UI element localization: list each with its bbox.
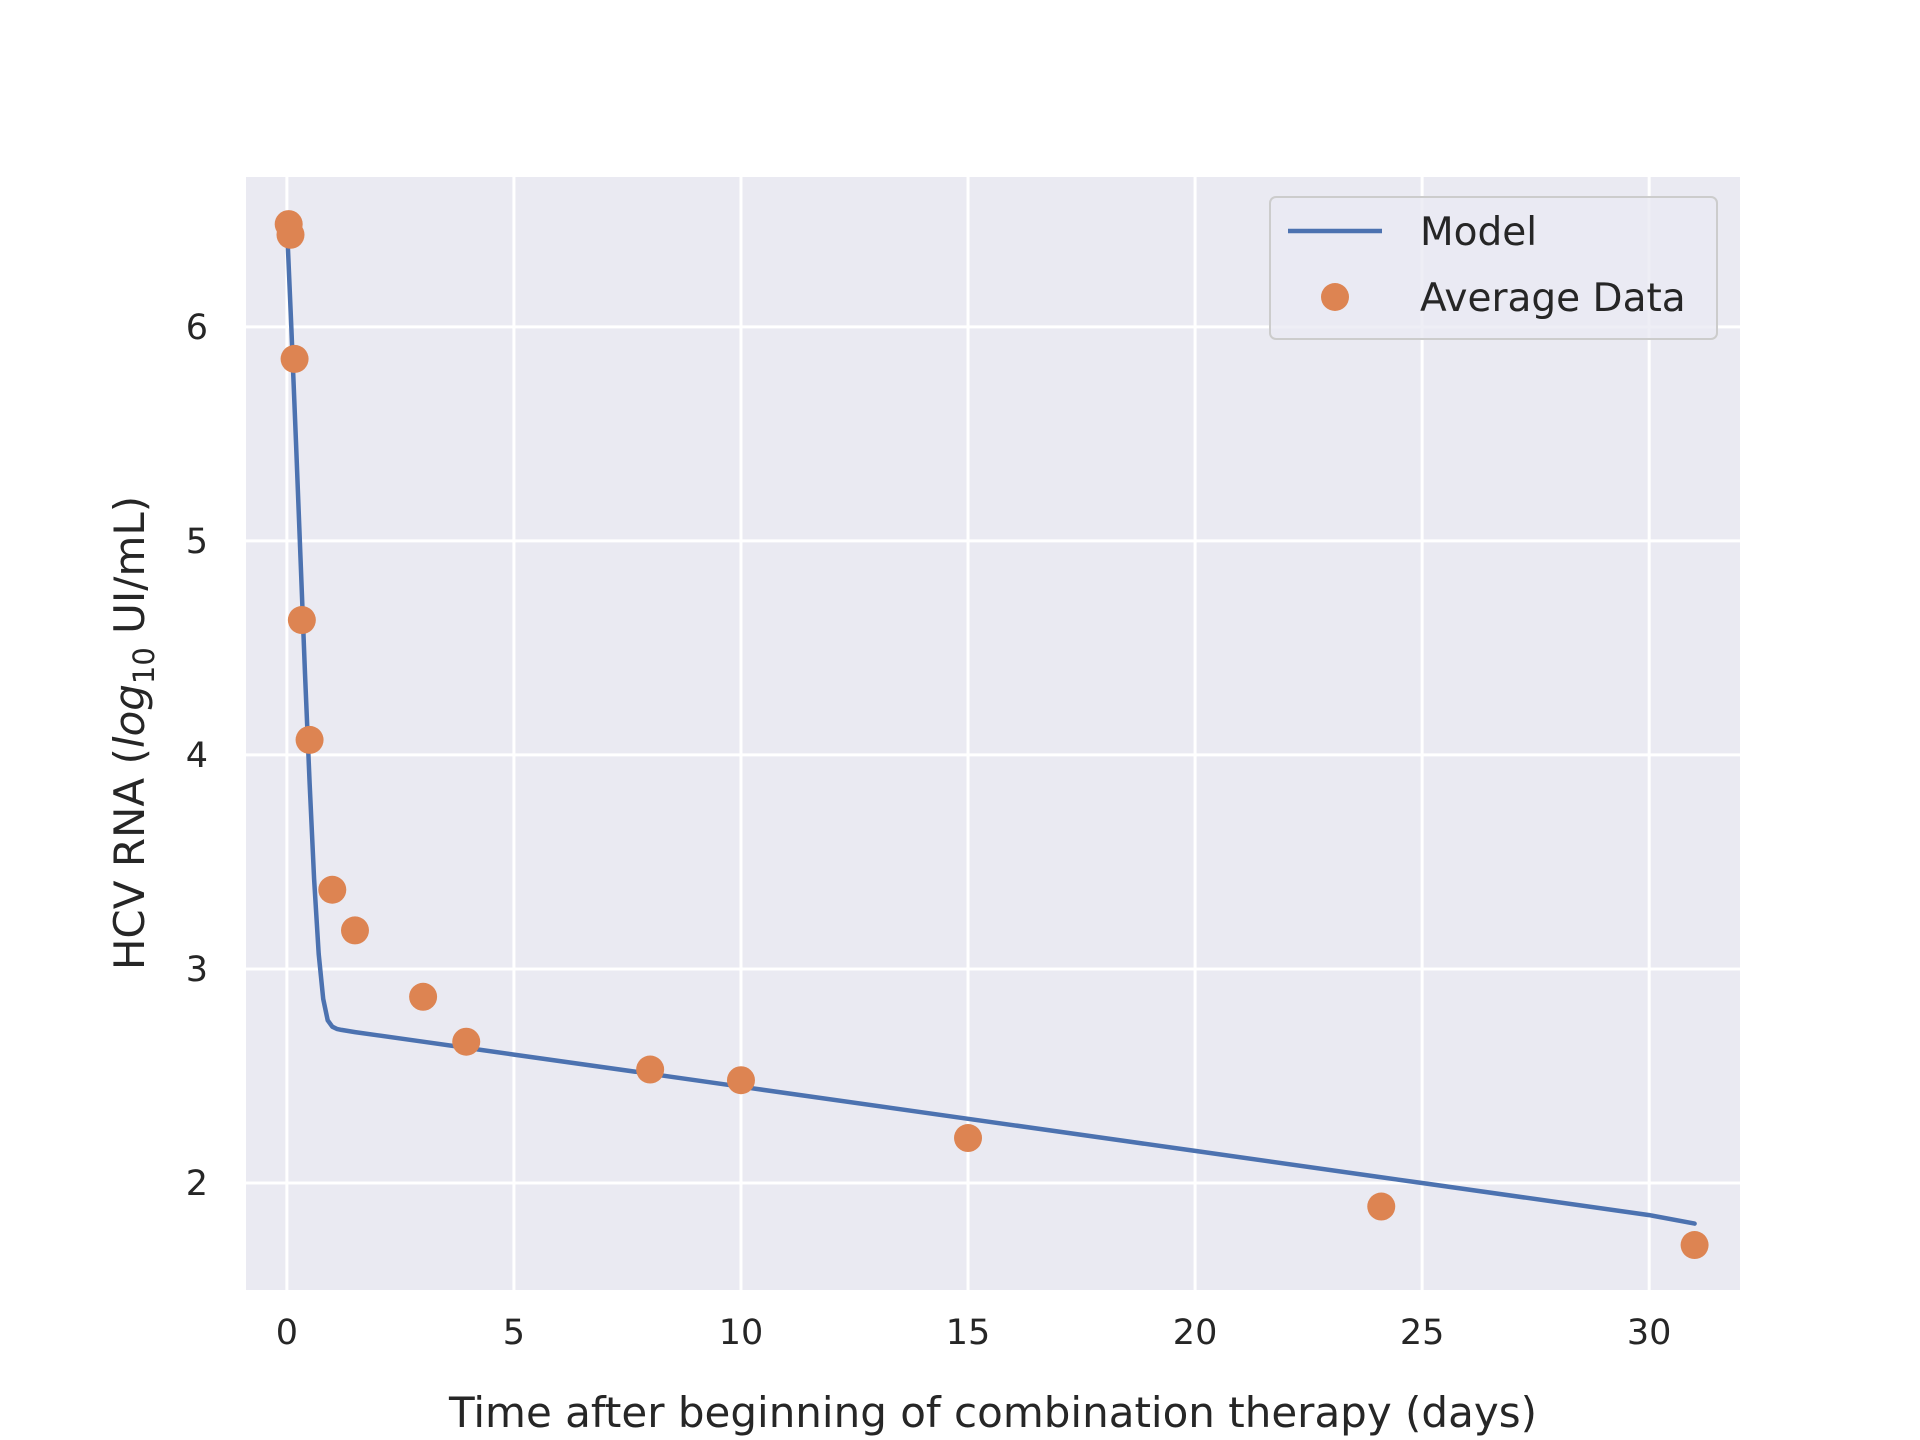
y-axis-label-subscript: 10 — [127, 647, 161, 684]
series-layer — [274, 210, 1709, 1260]
x-tick-label: 5 — [503, 1313, 525, 1353]
y-tick-label: 3 — [186, 950, 208, 990]
y-tick-label: 4 — [186, 736, 208, 776]
y-tick-labels: 2 3 4 5 6 — [186, 308, 208, 1204]
y-axis-label-suffix: UI/mL) — [105, 496, 154, 647]
model-line — [284, 221, 1697, 1226]
data-point — [954, 1124, 983, 1153]
legend-model-label: Model — [1420, 210, 1537, 255]
data-point — [287, 606, 316, 635]
legend-data-swatch — [1321, 283, 1349, 311]
data-point — [276, 220, 305, 249]
data-point — [636, 1055, 665, 1084]
data-point — [409, 982, 438, 1011]
data-point — [1367, 1192, 1396, 1221]
y-axis-label-prefix: HCV RNA ( — [105, 748, 154, 970]
x-tick-label: 30 — [1627, 1313, 1672, 1353]
data-point — [318, 875, 347, 904]
y-tick-label: 6 — [186, 308, 208, 348]
data-point — [280, 344, 309, 373]
data-point — [452, 1027, 481, 1056]
x-tick-label: 0 — [276, 1313, 298, 1353]
x-tick-labels: 0 5 10 15 20 25 30 — [276, 1313, 1672, 1353]
x-tick-label: 25 — [1400, 1313, 1445, 1353]
data-point — [726, 1066, 755, 1095]
grid-lines — [246, 177, 1740, 1290]
legend: Model Average Data — [1269, 196, 1718, 340]
x-axis-label: Time after beginning of combination ther… — [448, 1388, 1537, 1437]
data-point — [340, 916, 369, 945]
plot-area-background — [246, 177, 1740, 1290]
y-tick-label: 2 — [186, 1164, 208, 1204]
legend-data-label: Average Data — [1420, 276, 1686, 321]
data-point — [1680, 1231, 1709, 1260]
x-tick-label: 15 — [946, 1313, 991, 1353]
x-tick-label: 20 — [1173, 1313, 1218, 1353]
data-point — [295, 725, 324, 754]
y-axis-label-log: log — [105, 684, 154, 748]
y-axis-label: HCV RNA (log10 UI/mL) — [105, 496, 161, 970]
x-tick-label: 10 — [719, 1313, 764, 1353]
y-tick-label: 5 — [186, 522, 208, 562]
